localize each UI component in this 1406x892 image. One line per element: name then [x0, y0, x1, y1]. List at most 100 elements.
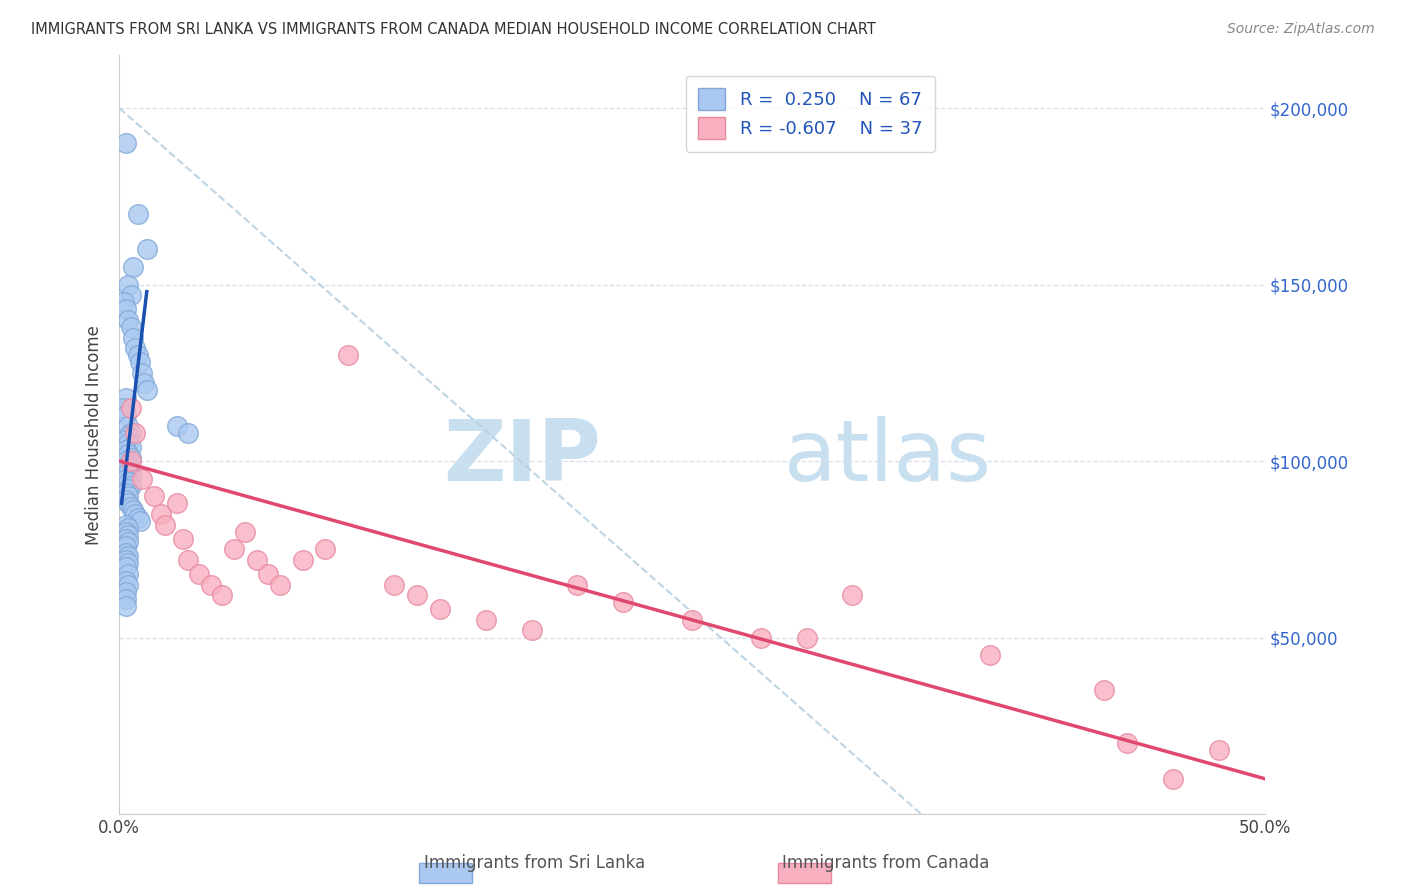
Point	[122, 260, 145, 274]
Point	[115, 433, 138, 447]
Point	[269, 577, 291, 591]
Point	[117, 577, 139, 591]
Text: ZIP: ZIP	[443, 416, 600, 499]
Point	[117, 418, 139, 433]
Point	[291, 553, 314, 567]
Point	[117, 475, 139, 490]
Point	[112, 401, 135, 416]
Point	[128, 514, 150, 528]
Point	[117, 489, 139, 503]
Point	[233, 524, 256, 539]
Y-axis label: Median Household Income: Median Household Income	[86, 325, 103, 544]
Point	[115, 517, 138, 532]
Point	[115, 302, 138, 317]
Point	[475, 613, 498, 627]
Point	[841, 588, 863, 602]
Point	[115, 546, 138, 560]
Point	[222, 542, 245, 557]
Point	[120, 288, 142, 302]
Point	[406, 588, 429, 602]
Point	[115, 136, 138, 151]
Point	[117, 458, 139, 472]
Point	[149, 507, 172, 521]
Point	[127, 348, 149, 362]
Point	[612, 595, 634, 609]
Point	[115, 553, 138, 567]
Point	[115, 472, 138, 486]
Point	[567, 577, 589, 591]
Point	[115, 391, 138, 405]
Point	[120, 468, 142, 483]
Point	[117, 521, 139, 535]
Text: Source: ZipAtlas.com: Source: ZipAtlas.com	[1227, 22, 1375, 37]
Point	[117, 496, 139, 510]
Point	[188, 566, 211, 581]
Point	[120, 440, 142, 454]
Point	[124, 425, 146, 440]
Point	[115, 574, 138, 588]
Point	[120, 401, 142, 416]
Point	[117, 277, 139, 292]
Point	[115, 492, 138, 507]
Point	[127, 510, 149, 524]
Point	[120, 319, 142, 334]
Point	[382, 577, 405, 591]
Point	[166, 418, 188, 433]
Point	[117, 557, 139, 571]
Point	[166, 496, 188, 510]
Point	[122, 503, 145, 517]
Point	[115, 461, 138, 475]
Point	[796, 631, 818, 645]
Point	[115, 524, 138, 539]
Point	[134, 376, 156, 391]
Point	[314, 542, 336, 557]
Point	[177, 553, 200, 567]
Point	[117, 465, 139, 479]
Point	[120, 454, 142, 468]
Point	[115, 584, 138, 599]
Point	[246, 553, 269, 567]
Point	[135, 384, 157, 398]
Point	[117, 447, 139, 461]
Point	[153, 517, 176, 532]
Point	[115, 443, 138, 458]
Point	[1116, 736, 1139, 750]
Point	[120, 425, 142, 440]
Point	[115, 485, 138, 500]
Text: IMMIGRANTS FROM SRI LANKA VS IMMIGRANTS FROM CANADA MEDIAN HOUSEHOLD INCOME CORR: IMMIGRANTS FROM SRI LANKA VS IMMIGRANTS …	[31, 22, 876, 37]
Point	[117, 566, 139, 581]
Point	[131, 472, 153, 486]
Legend: R =  0.250    N = 67, R = -0.607    N = 37: R = 0.250 N = 67, R = -0.607 N = 37	[686, 76, 935, 153]
Point	[128, 355, 150, 369]
Text: Immigrants from Sri Lanka: Immigrants from Sri Lanka	[423, 855, 645, 872]
Point	[200, 577, 222, 591]
Point	[115, 408, 138, 422]
Point	[257, 566, 280, 581]
Point	[117, 429, 139, 443]
Point	[211, 588, 233, 602]
Point	[429, 602, 451, 616]
Point	[122, 330, 145, 344]
Point	[131, 366, 153, 380]
Point	[681, 613, 703, 627]
Point	[127, 207, 149, 221]
Point	[115, 591, 138, 606]
Point	[124, 341, 146, 355]
Point	[117, 313, 139, 327]
Point	[1208, 743, 1230, 757]
Point	[115, 454, 138, 468]
Point	[115, 599, 138, 613]
Point	[117, 535, 139, 549]
Point	[337, 348, 360, 362]
Point	[115, 532, 138, 546]
Text: atlas: atlas	[783, 416, 991, 499]
Point	[117, 483, 139, 497]
Point	[115, 539, 138, 553]
Text: Immigrants from Canada: Immigrants from Canada	[782, 855, 990, 872]
Point	[120, 479, 142, 493]
Point	[172, 532, 194, 546]
Point	[117, 528, 139, 542]
Point	[520, 624, 543, 638]
Point	[112, 295, 135, 310]
Point	[135, 242, 157, 256]
